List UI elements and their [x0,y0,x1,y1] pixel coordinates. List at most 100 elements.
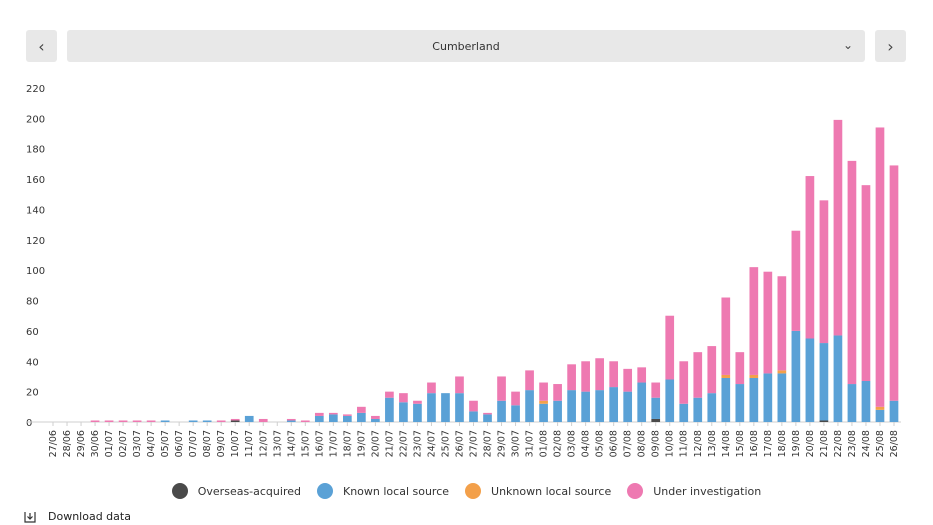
bar-segment [735,384,745,422]
x-tick-label: 28/06 [62,430,73,457]
bar-segment [188,420,198,422]
x-tick-label: 17/07 [328,430,339,457]
x-tick-label: 02/07 [118,430,129,457]
y-tick-label: 140 [26,205,45,216]
bar-segment [385,391,394,398]
bar-segment [861,381,871,422]
bar-segment [525,370,534,391]
bar-segment [875,127,885,407]
bar-segment [539,400,548,404]
x-tick-label: 29/06 [76,430,87,457]
bar-segment [230,418,240,421]
x-tick-label: 23/08 [847,430,858,457]
selected-region-label: Cumberland [432,39,500,53]
bar-segment [357,412,366,422]
bar-segment [805,176,815,339]
bar-segment [343,414,352,416]
x-tick-label: 08/08 [637,430,648,457]
bar-segment [258,418,268,422]
bar-segment [328,412,338,415]
x-tick-label: 31/07 [525,430,536,457]
x-tick-label: 29/07 [497,430,508,457]
legend-item[interactable]: Overseas-acquired [171,483,301,499]
bar-segment [511,405,520,422]
x-tick-label: 13/08 [707,430,718,457]
x-tick-label: 14/07 [286,430,297,457]
bar-segment [707,393,717,422]
next-region-button[interactable]: › [875,30,906,62]
x-tick-label: 14/08 [721,430,732,457]
x-tick-label: 20/08 [805,430,816,457]
x-tick-label: 24/07 [426,430,437,457]
y-tick-label: 0 [26,418,32,429]
y-tick-label: 160 [26,175,45,186]
bar-segment [777,276,787,371]
bar-segment [497,376,506,401]
x-tick-label: 10/08 [665,430,676,457]
y-tick-label: 120 [26,236,45,247]
x-tick-label: 15/08 [735,430,746,457]
bar-segment [651,418,661,422]
download-data-label: Download data [48,510,131,523]
bar-segment [721,374,731,378]
legend-item[interactable]: Unknown local source [465,483,611,499]
bar-segment [343,415,352,422]
bar-segment [833,119,843,336]
x-tick-label: 19/08 [791,430,802,457]
x-tick-label: 17/08 [763,430,774,457]
bar-segment [553,384,562,401]
bar-segment [875,406,885,410]
legend-swatch [627,483,644,499]
bar-segment [146,420,156,422]
bar-segment [104,420,114,422]
x-tick-label: 09/08 [651,430,662,457]
bar-segment [567,364,576,391]
bar-segment [413,400,422,404]
previous-region-button[interactable]: ‹ [26,30,57,62]
bar-segment [328,414,338,422]
y-tick-label: 100 [26,266,45,277]
bar-segment [637,367,647,383]
legend-label: Unknown local source [491,484,612,498]
bar-segment [707,346,717,394]
x-tick-label: 22/07 [398,430,409,457]
x-tick-label: 03/08 [567,430,578,457]
bar-segment [286,420,296,422]
legend-item[interactable]: Under investigation [627,483,761,499]
bar-segment [300,420,310,422]
x-tick-label: 05/07 [160,430,171,457]
chevron-down-icon: ⌄ [842,38,853,52]
bar-segment [833,335,843,422]
bar-segment [118,420,128,422]
bar-segment [679,361,689,404]
bar-segment [539,403,548,422]
bar-segment [875,409,885,422]
x-tick-label: 02/08 [553,430,564,457]
x-tick-label: 10/07 [230,430,241,457]
bar-segment [889,400,899,422]
x-tick-label: 22/08 [833,430,844,457]
bar-segment [623,368,633,392]
x-tick-label: 12/08 [693,430,704,457]
bar-segment [679,403,689,422]
x-tick-label: 03/07 [132,430,143,457]
bar-segment [469,411,478,422]
bar-segment [497,400,506,422]
x-tick-label: 07/08 [623,430,634,457]
x-tick-label: 30/07 [511,430,522,457]
bar-segment [721,297,731,375]
y-tick-label: 40 [26,357,39,368]
legend-label: Under investigation [653,484,762,498]
legend-item[interactable]: Known local source [316,483,449,499]
y-tick-label: 180 [26,145,45,156]
x-tick-label: 23/07 [412,430,423,457]
bar-segment [357,406,366,413]
bar-segment [314,412,324,416]
bar-segment [889,165,899,401]
bar-segment [665,379,675,422]
legend-swatch [171,483,188,499]
x-tick-label: 18/07 [342,430,353,457]
region-select[interactable]: Cumberland ⌄ [67,30,865,62]
download-data-link[interactable]: Download data [24,510,131,523]
bar-segment [637,382,647,422]
